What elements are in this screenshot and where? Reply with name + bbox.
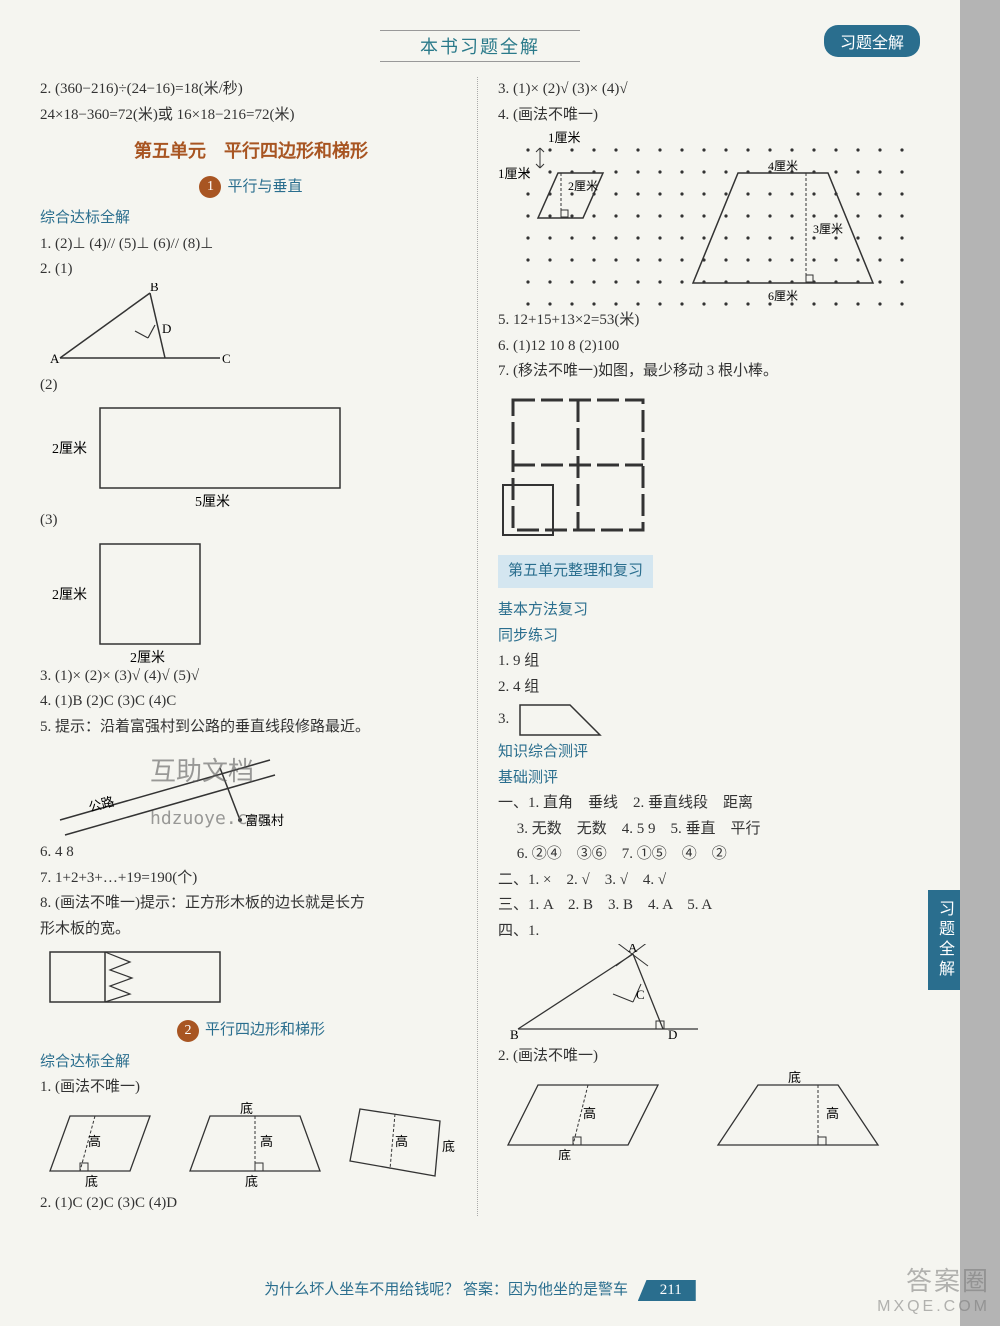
text-line: 2. 4 组 xyxy=(498,675,920,701)
subheading: 同步练习 xyxy=(498,624,920,650)
page-footer: 为什么坏人坐车不用给钱呢？ 答案：因为他坐的是警车 211 xyxy=(0,1278,960,1301)
sp3-row: 3. xyxy=(498,700,920,740)
text-line: 一、1. 直角 垂线 2. 垂直线段 距离 xyxy=(498,791,920,817)
text-line: 形木板的宽。 xyxy=(40,917,462,943)
svg-text:3厘米: 3厘米 xyxy=(813,222,843,236)
square-2x2: 2厘米 2厘米 xyxy=(40,534,240,664)
svg-text:底: 底 xyxy=(558,1148,571,1160)
subheading: 知识综合测评 xyxy=(498,740,920,766)
text-line: 三、1. A 2. B 3. B 4. A 5. A xyxy=(498,893,920,919)
svg-text:高: 高 xyxy=(826,1106,839,1121)
svg-text:2厘米: 2厘米 xyxy=(130,650,165,664)
subheading: 基础测评 xyxy=(498,766,920,792)
text-line: 6. ②④ ③⑥ 7. ①⑤ ④ ② xyxy=(498,842,920,868)
svg-text:2厘米: 2厘米 xyxy=(568,179,598,193)
svg-text:C: C xyxy=(222,351,231,366)
text-line: 1. 9 组 xyxy=(498,649,920,675)
page-header: 本书习题全解 习题全解 xyxy=(40,30,920,62)
svg-text:2厘米: 2厘米 xyxy=(52,441,87,457)
text-line: 7. 1+2+3+…+19=190(个) xyxy=(40,866,462,892)
text-line: 6. (1)12 10 8 (2)100 xyxy=(498,334,920,360)
rectangle-5x2: 2厘米 5厘米 xyxy=(40,398,360,508)
svg-text:公路: 公路 xyxy=(87,794,116,815)
side-tab: 习题全解 xyxy=(928,890,960,990)
svg-text:底: 底 xyxy=(442,1139,455,1154)
circle-number: 1 xyxy=(199,176,221,198)
text-line: 5. 12+15+13×2=53(米) xyxy=(498,308,920,334)
watermark-center-wrap: 富强村 公路 互助文档 hdzuoye.com xyxy=(40,740,462,840)
svg-text:底: 底 xyxy=(788,1070,801,1085)
svg-text:C: C xyxy=(636,987,645,1002)
footer-riddle: 为什么坏人坐车不用给钱呢？ 答案：因为他坐的是警车 xyxy=(264,1282,628,1298)
svg-text:底: 底 xyxy=(245,1174,258,1189)
text-line: 2. (1) xyxy=(40,257,462,283)
page: 本书习题全解 习题全解 2. (360−216)÷(24−16)=18(米/秒)… xyxy=(0,0,960,1326)
text-line: 四、1. xyxy=(498,919,920,945)
triangle-abcd-figure: A B C D xyxy=(498,944,728,1044)
text-line: (3) xyxy=(40,508,462,534)
svg-text:D: D xyxy=(668,1027,677,1042)
svg-text:底: 底 xyxy=(85,1174,98,1189)
circle-number: 2 xyxy=(177,1020,199,1042)
two-shapes-figure: 高 底 底 高 xyxy=(498,1070,918,1160)
section-title: 平行四边形和梯形 xyxy=(205,1018,325,1044)
text-line: 3. (1)× (2)× (3)√ (4)√ (5)√ xyxy=(40,664,462,690)
text-line: 2. (360−216)÷(24−16)=18(米/秒) xyxy=(40,77,462,103)
subheading: 基本方法复习 xyxy=(498,598,920,624)
right-trapezoid-small xyxy=(515,700,615,740)
text-line: 7. (移法不唯一)如图，最少移动 3 根小棒。 xyxy=(498,359,920,385)
text-line: 4. (画法不唯一) xyxy=(498,103,920,129)
header-title: 本书习题全解 xyxy=(380,30,580,62)
text-line: 3. 无数 无数 4. 5 9 5. 垂直 平行 xyxy=(498,817,920,843)
text-line: 24×18−360=72(米)或 16×18−216=72(米) xyxy=(40,103,462,129)
svg-text:高: 高 xyxy=(583,1106,596,1121)
wood-board-figure xyxy=(40,942,240,1012)
svg-text:6厘米: 6厘米 xyxy=(768,289,798,303)
right-column: 3. (1)× (2)√ (3)× (4)√ 4. (画法不唯一) 1厘米 1厘… xyxy=(498,77,920,1216)
text-line: 3. xyxy=(498,707,509,733)
text-line: 2. (画法不唯一) xyxy=(498,1044,920,1070)
svg-text:5厘米: 5厘米 xyxy=(195,494,230,508)
subheading: 综合达标全解 xyxy=(40,206,462,232)
text-line: (2) xyxy=(40,373,462,399)
left-column: 2. (360−216)÷(24−16)=18(米/秒) 24×18−360=7… xyxy=(40,77,478,1216)
section-heading-2: 2 平行四边形和梯形 xyxy=(40,1018,462,1044)
svg-text:高: 高 xyxy=(260,1134,273,1149)
text-line: 4. (1)B (2)C (3)C (4)C xyxy=(40,689,462,715)
text-line: 1. (2)⊥ (4)// (5)⊥ (6)// (8)⊥ xyxy=(40,232,462,258)
text-line: 二、1. × 2. √ 3. √ 4. √ xyxy=(498,868,920,894)
text-line: 8. (画法不唯一)提示：正方形木板的边长就是长方 xyxy=(40,891,462,917)
subheading: 综合达标全解 xyxy=(40,1050,462,1076)
content-columns: 2. (360−216)÷(24−16)=18(米/秒) 24×18−360=7… xyxy=(40,77,920,1216)
svg-text:D: D xyxy=(162,321,171,336)
watermark-center: 互助文档 hdzuoye.com xyxy=(150,750,269,838)
dot-grid-figure: 1厘米 1厘米 2厘米 4厘米 3厘米 6厘米 xyxy=(498,128,918,308)
section-title: 平行与垂直 xyxy=(227,175,302,201)
text-line: 6. 4 8 xyxy=(40,840,462,866)
svg-text:2厘米: 2厘米 xyxy=(52,587,87,603)
section-heading-1: 1 平行与垂直 xyxy=(40,175,462,201)
svg-text:B: B xyxy=(150,283,159,294)
header-badge: 习题全解 xyxy=(824,25,920,57)
matchstick-figure xyxy=(498,385,698,545)
svg-text:高: 高 xyxy=(395,1134,408,1149)
text-line: 1. (画法不唯一) xyxy=(40,1075,462,1101)
text-line: 3. (1)× (2)√ (3)× (4)√ xyxy=(498,77,920,103)
three-shapes-figure: 高 底 底 高 底 高 底 xyxy=(40,1101,460,1191)
review-title: 第五单元整理和复习 xyxy=(498,555,653,589)
svg-text:1厘米: 1厘米 xyxy=(548,130,581,145)
svg-text:B: B xyxy=(510,1027,519,1042)
triangle-figure: A B C D xyxy=(40,283,240,373)
svg-text:A: A xyxy=(50,351,60,366)
svg-text:底: 底 xyxy=(240,1101,253,1116)
svg-text:A: A xyxy=(628,944,638,955)
svg-text:4厘米: 4厘米 xyxy=(768,159,798,173)
svg-text:高: 高 xyxy=(88,1134,101,1149)
page-number: 211 xyxy=(638,1280,696,1301)
text-line: 2. (1)C (2)C (3)C (4)D xyxy=(40,1191,462,1217)
svg-text:1厘米: 1厘米 xyxy=(498,166,531,181)
unit-title: 第五单元 平行四边形和梯形 xyxy=(40,136,462,167)
text-line: 5. 提示：沿着富强村到公路的垂直线段修路最近。 xyxy=(40,715,462,741)
watermark-bottom-right: 答案圈 MXQE.COM xyxy=(877,1261,990,1316)
